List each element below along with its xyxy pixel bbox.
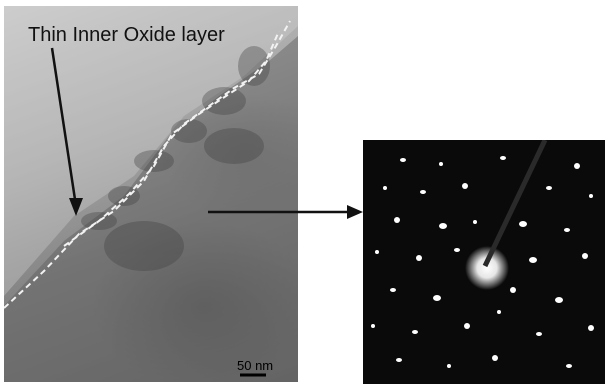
oxide-boundary-lower (4, 20, 291, 309)
resin-region (4, 6, 298, 296)
beam-stop (482, 140, 548, 268)
annotation-arrow-head (69, 198, 83, 216)
tem-micrograph-texture (4, 6, 298, 382)
diffraction-spots (371, 156, 594, 368)
oxide-grain-texture (81, 46, 270, 271)
scale-bar-label: 50 nm (237, 358, 274, 373)
connector-arrow-head (347, 205, 363, 219)
tem-micrograph: Thin Inner Oxide layer 50 nm (4, 6, 298, 382)
diffraction-pattern (363, 140, 605, 384)
annotation-arrow-shaft (50, 47, 78, 207)
annotation-label: Thin Inner Oxide layer (28, 24, 225, 46)
central-beam (465, 246, 509, 290)
oxide-boundary-upper (63, 30, 280, 247)
diffraction-pattern-graphic (371, 140, 594, 368)
metal-bulk-region (4, 36, 298, 382)
